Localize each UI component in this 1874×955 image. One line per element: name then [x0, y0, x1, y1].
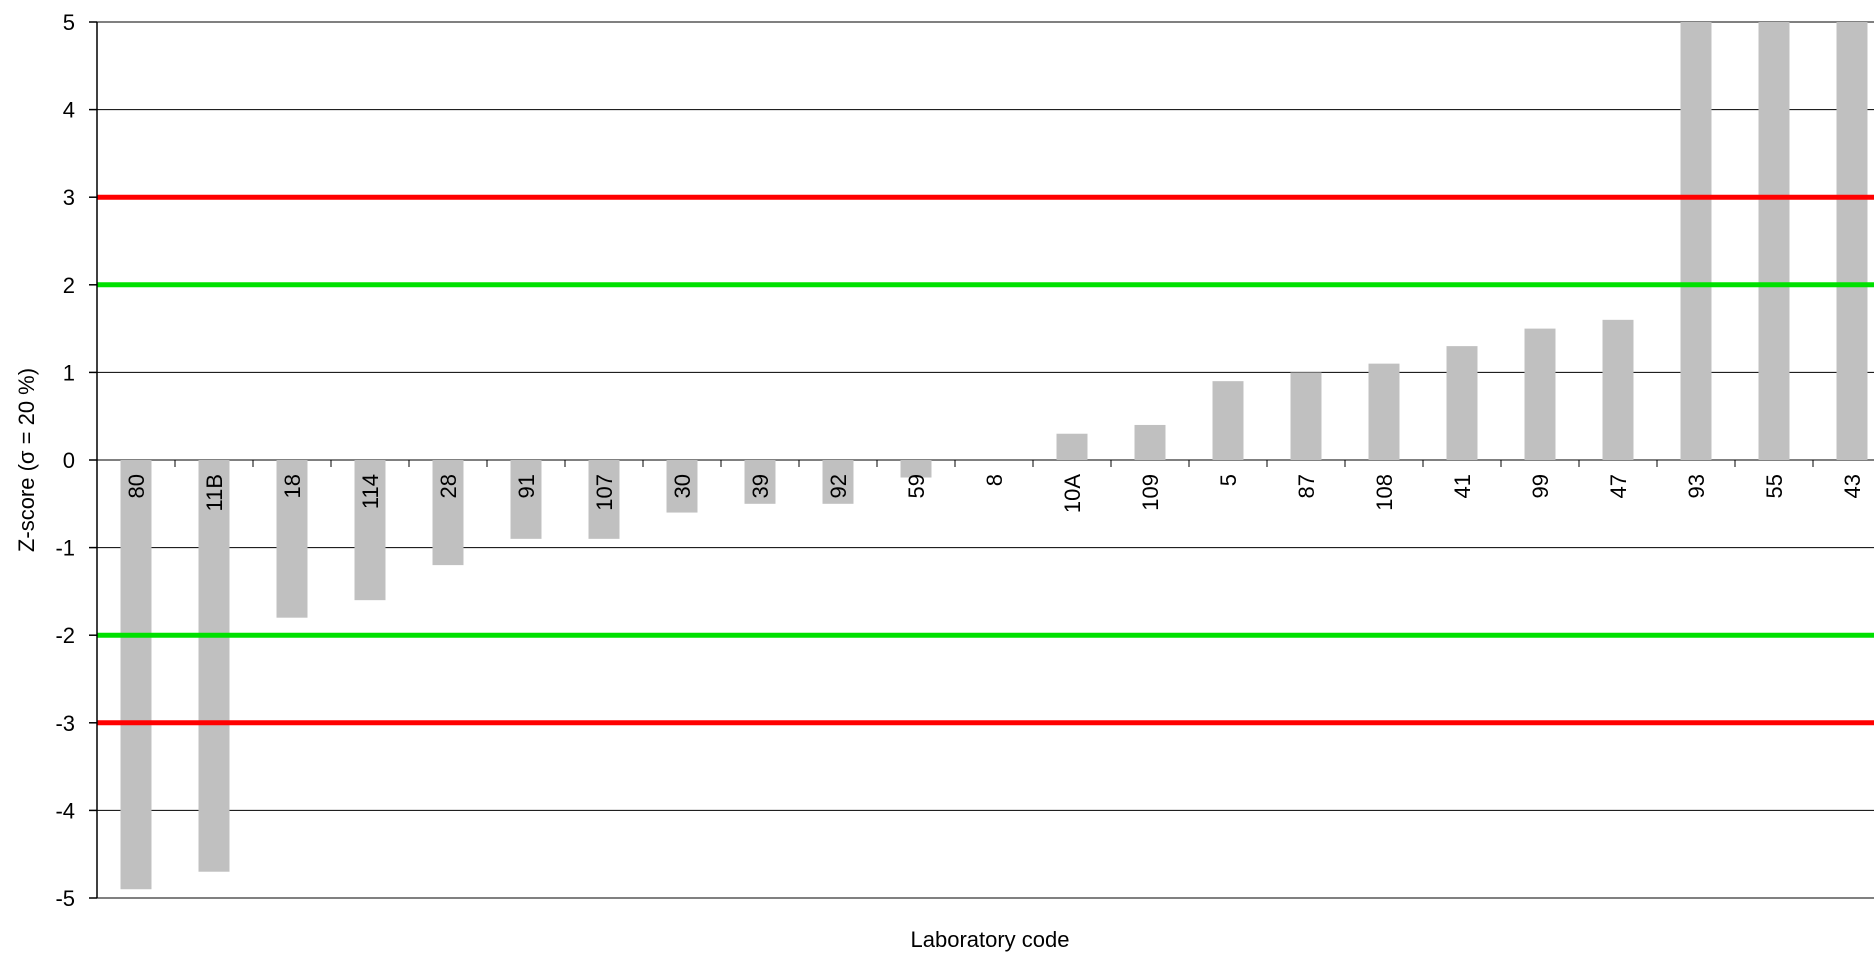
- bar: [1446, 346, 1478, 460]
- category-label: 28: [436, 474, 461, 498]
- y-tick-labels: -5 -4 -3 -2 -1 0 1 2 3 4 5: [55, 10, 75, 911]
- bar: [1758, 22, 1790, 460]
- bar: [510, 460, 542, 539]
- y-tick-label: 3: [63, 185, 75, 210]
- category-label: 59: [904, 474, 929, 498]
- axes: [89, 21, 1814, 899]
- bar: [354, 460, 386, 601]
- bar: [744, 460, 776, 504]
- category-label: 109: [1138, 474, 1163, 511]
- y-tick-label: 0: [63, 448, 75, 473]
- category-label: 99: [1528, 474, 1553, 498]
- bar: [588, 460, 620, 539]
- bar: [822, 460, 854, 504]
- bar: [1602, 319, 1634, 460]
- category-label: 80: [124, 474, 149, 498]
- bar: [1680, 22, 1712, 460]
- y-axis-title: Z-score (σ = 20 %): [14, 368, 39, 552]
- category-label: 18: [280, 474, 305, 498]
- category-label: 108: [1372, 474, 1397, 511]
- y-tick-label: 1: [63, 360, 75, 385]
- y-tick-label: -4: [55, 798, 75, 823]
- category-label: 93: [1684, 474, 1709, 498]
- category-label: 92: [826, 474, 851, 498]
- bar: [1368, 363, 1400, 460]
- bars: [120, 22, 1868, 890]
- bar: [120, 460, 152, 890]
- category-label: 5: [1216, 474, 1241, 486]
- category-label: 30: [670, 474, 695, 498]
- bar: [432, 460, 464, 566]
- x-category-labels: 80 11B 18 114 28 91 107 30 39 92 59 8 10A 109 5 87 108 41…: [124, 474, 1865, 513]
- reference-lines: [97, 194, 1874, 726]
- category-label: 39: [748, 474, 773, 498]
- bar: [198, 460, 230, 872]
- category-label: 55: [1762, 474, 1787, 498]
- category-label: 91: [514, 474, 539, 498]
- bar: [1524, 328, 1556, 460]
- category-label: 43: [1840, 474, 1865, 498]
- bar: [1056, 433, 1088, 460]
- category-label: 107: [592, 474, 617, 511]
- bar: [666, 460, 698, 513]
- category-label: 10A: [1060, 474, 1085, 513]
- y-tick-label: -5: [55, 886, 75, 911]
- bar: [900, 460, 932, 478]
- x-axis-title: Laboratory code: [911, 927, 1070, 952]
- category-label: 8: [982, 474, 1007, 486]
- bar: [1134, 424, 1166, 460]
- y-tick-label: 4: [63, 98, 75, 123]
- category-label: 11B: [202, 474, 227, 512]
- category-label: 41: [1450, 474, 1475, 498]
- category-label: 47: [1606, 474, 1631, 498]
- category-label: 87: [1294, 474, 1319, 498]
- bar: [1290, 372, 1322, 460]
- y-tick-label: 2: [63, 273, 75, 298]
- y-tick-label: -1: [55, 536, 75, 561]
- bar: [1212, 381, 1244, 460]
- category-label: 114: [358, 474, 383, 509]
- y-tick-label: 5: [63, 10, 75, 35]
- bar: [1836, 22, 1868, 460]
- y-tick-label: -2: [55, 623, 75, 648]
- y-tick-label: -3: [55, 711, 75, 736]
- bar: [276, 460, 308, 618]
